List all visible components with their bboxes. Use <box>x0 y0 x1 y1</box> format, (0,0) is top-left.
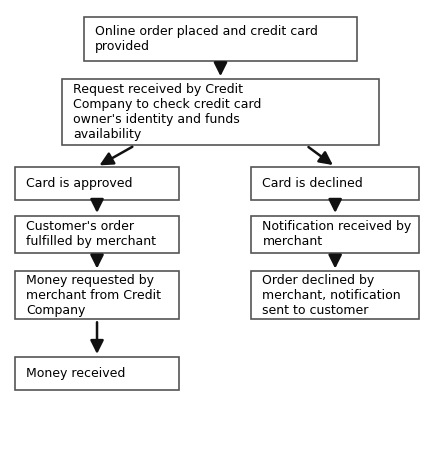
FancyBboxPatch shape <box>15 167 179 200</box>
Text: Money requested by
merchant from Credit
Company: Money requested by merchant from Credit … <box>26 274 161 317</box>
FancyBboxPatch shape <box>251 167 419 200</box>
Text: Online order placed and credit card
provided: Online order placed and credit card prov… <box>95 25 318 53</box>
Text: Customer's order
fulfilled by merchant: Customer's order fulfilled by merchant <box>26 220 157 249</box>
FancyBboxPatch shape <box>15 271 179 320</box>
FancyBboxPatch shape <box>15 216 179 253</box>
Text: Request received by Credit
Company to check credit card
owner's identity and fun: Request received by Credit Company to ch… <box>73 83 261 141</box>
FancyBboxPatch shape <box>84 17 357 61</box>
FancyBboxPatch shape <box>62 79 379 146</box>
Text: Card is declined: Card is declined <box>262 177 363 190</box>
Text: Notification received by
merchant: Notification received by merchant <box>262 220 411 249</box>
FancyBboxPatch shape <box>15 357 179 390</box>
Text: Card is approved: Card is approved <box>26 177 133 190</box>
Text: Money received: Money received <box>26 367 126 380</box>
Text: Order declined by
merchant, notification
sent to customer: Order declined by merchant, notification… <box>262 274 401 317</box>
FancyBboxPatch shape <box>251 216 419 253</box>
FancyBboxPatch shape <box>251 271 419 320</box>
